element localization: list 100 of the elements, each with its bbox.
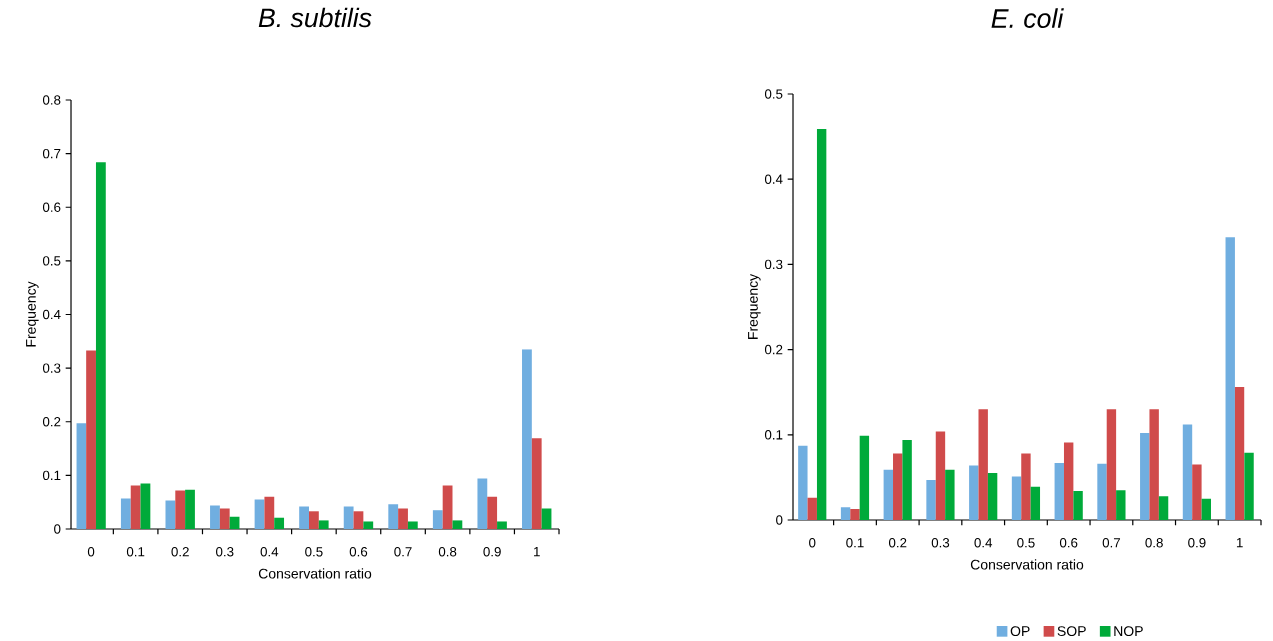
chart-title: E. coli bbox=[991, 8, 1064, 28]
bar bbox=[1234, 387, 1245, 520]
bar bbox=[969, 465, 979, 520]
bar bbox=[185, 489, 195, 529]
bar bbox=[1073, 491, 1083, 520]
bar bbox=[497, 521, 507, 529]
y-tick-label: 0.5 bbox=[764, 89, 783, 99]
bar bbox=[541, 508, 552, 529]
bar bbox=[210, 505, 220, 529]
bar bbox=[926, 479, 936, 520]
y-tick-label: 0.4 bbox=[42, 309, 61, 320]
bar bbox=[120, 498, 131, 529]
x-tick-label: 1 bbox=[534, 547, 540, 557]
x-tick-label: 0.7 bbox=[394, 547, 412, 557]
bar bbox=[531, 438, 542, 529]
y-axis-title: Frequency bbox=[26, 281, 39, 347]
bar bbox=[165, 500, 176, 529]
y-tick-label: 0.1 bbox=[42, 470, 61, 481]
bar bbox=[477, 478, 488, 529]
bar bbox=[363, 521, 374, 529]
bar bbox=[264, 496, 275, 529]
bar bbox=[1011, 476, 1022, 520]
bar bbox=[1106, 409, 1117, 520]
bar bbox=[840, 507, 851, 520]
x-tick-label: 0.2 bbox=[888, 538, 907, 548]
bar bbox=[807, 497, 817, 520]
x-tick-label: 0.4 bbox=[974, 538, 993, 548]
x-tick-label: 0.5 bbox=[1017, 538, 1035, 548]
bar bbox=[442, 485, 453, 529]
bar bbox=[219, 508, 230, 529]
x-tick-label: 0.9 bbox=[483, 547, 501, 557]
bar bbox=[1149, 409, 1159, 520]
bar bbox=[388, 504, 399, 529]
bar bbox=[1097, 463, 1107, 520]
bar bbox=[318, 520, 329, 529]
bar bbox=[893, 453, 903, 520]
bar bbox=[978, 409, 988, 520]
bar bbox=[1225, 237, 1235, 520]
x-tick-label: 0.8 bbox=[438, 547, 457, 557]
x-axis-title: Conservation ratio bbox=[970, 559, 1084, 570]
x-tick-label: 1 bbox=[1236, 538, 1243, 548]
bar bbox=[254, 499, 265, 529]
y-tick-label: 0.1 bbox=[764, 430, 783, 440]
x-tick-label: 0.3 bbox=[931, 538, 950, 548]
x-tick-label: 0.9 bbox=[1188, 538, 1206, 548]
y-tick-label: 0 bbox=[54, 524, 61, 534]
bar bbox=[309, 511, 319, 529]
bar bbox=[353, 511, 364, 529]
bar bbox=[95, 162, 106, 529]
bar bbox=[1192, 464, 1202, 520]
y-tick-label: 0.3 bbox=[42, 363, 61, 373]
x-tick-label: 0.3 bbox=[216, 547, 234, 557]
x-tick-label: 0.5 bbox=[305, 547, 323, 557]
x-tick-label: 0.7 bbox=[1102, 538, 1121, 548]
y-tick-label: 0.5 bbox=[42, 256, 61, 266]
x-tick-label: 0 bbox=[809, 538, 816, 548]
y-tick-label: 0.3 bbox=[764, 259, 783, 270]
bar bbox=[850, 508, 860, 520]
chart-title: B. subtilis bbox=[258, 7, 372, 28]
bar bbox=[76, 423, 87, 529]
bar bbox=[816, 128, 827, 520]
legend-label: NOP bbox=[1114, 626, 1143, 637]
bar bbox=[1063, 442, 1074, 520]
y-tick-label: 0.8 bbox=[42, 95, 61, 105]
bar bbox=[859, 435, 870, 520]
legend-label: SOP bbox=[1057, 626, 1086, 637]
x-tick-label: 0.1 bbox=[126, 547, 145, 557]
bar bbox=[883, 469, 894, 520]
y-tick-label: 0.4 bbox=[764, 174, 783, 184]
bar bbox=[407, 521, 418, 529]
bar bbox=[1054, 462, 1064, 520]
y-tick-label: 0.2 bbox=[764, 344, 783, 355]
bar bbox=[343, 506, 354, 529]
bar bbox=[86, 350, 96, 529]
bar bbox=[987, 473, 998, 520]
y-tick-label: 0.6 bbox=[42, 202, 61, 212]
y-tick-label: 0 bbox=[776, 515, 783, 525]
bar bbox=[452, 520, 463, 529]
bar bbox=[1182, 424, 1193, 520]
x-tick-label: 0 bbox=[87, 547, 95, 557]
bar bbox=[487, 496, 498, 529]
bar bbox=[175, 490, 186, 529]
bar bbox=[522, 349, 532, 529]
bar bbox=[1030, 486, 1041, 520]
bar bbox=[1158, 496, 1169, 520]
bar bbox=[935, 431, 946, 520]
bar bbox=[1116, 490, 1126, 520]
y-tick-label: 0.7 bbox=[42, 148, 61, 159]
bar bbox=[140, 483, 151, 529]
bar bbox=[902, 439, 912, 520]
x-tick-label: 0.8 bbox=[1145, 538, 1163, 548]
bar bbox=[1244, 452, 1254, 520]
bar bbox=[945, 469, 955, 520]
x-tick-label: 0.6 bbox=[349, 547, 368, 557]
x-tick-label: 0.6 bbox=[1059, 538, 1078, 548]
bar bbox=[299, 506, 309, 529]
bar bbox=[1021, 453, 1031, 520]
bar bbox=[398, 508, 408, 529]
bar bbox=[798, 445, 808, 520]
y-axis-title: Frequency bbox=[748, 273, 761, 339]
